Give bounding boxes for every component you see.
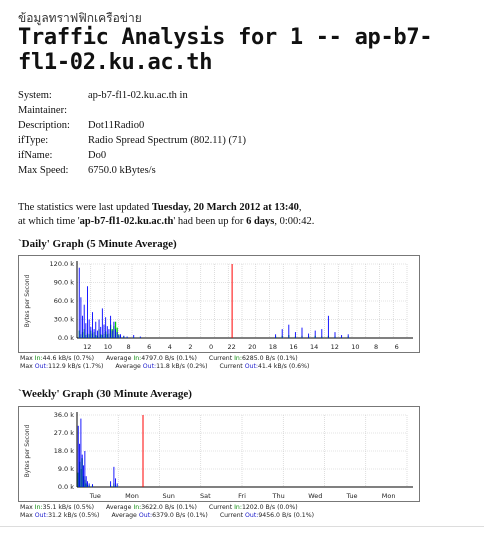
info-key: Description: [18,120,70,131]
daily-ytick: 120.0 k [50,260,75,268]
daily-xtick: 6 [147,343,151,351]
footer-divider [0,526,484,527]
daily-xtick: 10 [104,343,112,351]
info-key: Maintainer: [18,105,67,116]
daily-ytick: 0.0 k [58,334,74,342]
daily-ytick: 60.0 k [54,297,75,305]
info-row: System: ap-b7-fl1-02.ku.ac.th in [18,90,246,105]
daily-xtick: 14 [310,343,318,351]
weekly-graph-heading: `Weekly' Graph (30 Minute Average) [18,388,192,400]
weekly-xtick: Sun [162,492,174,500]
daily-graph: Bytes per Second 120.0 k 90.0 k 60.0 k 30.0 … [18,255,420,353]
info-row: Description: Dot11Radio0 [18,120,246,135]
daily-stats-out: Max Out:112.9 kB/s (1.7%) Average Out:11… [20,363,310,370]
last-updated-text: The statistics were last updated Tuesday… [18,201,478,229]
daily-xtick: 20 [248,343,256,351]
weekly-ytick: 18.0 k [54,447,75,455]
info-row: ifName: Do0 [18,150,246,165]
info-value: ap-b7-fl1-02.ku.ac.th in [88,90,188,101]
weekly-xtick: Mon [125,492,139,500]
info-key: ifName: [18,150,53,161]
weekly-stats-out: Max Out:31.2 kB/s (0.5%) Average Out:637… [20,512,315,519]
daily-ytick: 90.0 k [54,279,75,287]
daily-xtick: 6 [395,343,399,351]
daily-xtick: 2 [188,343,192,351]
daily-xtick: 0 [209,343,213,351]
updated-comma: , [298,202,302,213]
updated-host: ap-b7-fl1-02.ku.ac.th [79,216,174,227]
updated-uptime: 6 days [246,216,275,227]
weekly-xtick: Tue [345,492,357,500]
info-row: Max Speed: 6750.0 kBytes/s [18,165,246,180]
updated-line2-middle: ' had been up for [173,216,247,227]
updated-datetime: Tuesday, 20 March 2012 at 13:40 [151,202,299,213]
daily-xtick: 8 [374,343,378,351]
info-key: Max Speed: [18,165,69,176]
weekly-xtick: Wed [308,492,322,500]
updated-line2-suffix: , 0:00:42. [274,216,315,227]
info-value: Do0 [88,150,107,161]
info-value: Radio Spread Spectrum (802.11) (71) [88,135,246,146]
site-header-thai: ข้อมูลทราฟฟิกเครือข่าย [18,11,142,25]
weekly-xtick: Mon [382,492,396,500]
weekly-xtick: Sat [200,492,211,500]
weekly-xtick: Thu [272,492,285,500]
daily-xtick: 4 [168,343,172,351]
weekly-xtick: Fri [238,492,246,500]
daily-xtick: 8 [126,343,130,351]
info-key: ifType: [18,135,49,146]
weekly-ytick: 9.0 k [58,465,74,473]
info-value [88,105,246,120]
daily-stats-in: Max In:44.6 kB/s (0.7%) Average In:4797.… [20,355,298,362]
daily-xtick: 22 [228,343,236,351]
weekly-graph-svg: Bytes per Second 36.0 k 27.0 k 18.0 k 9.0 k 0… [24,411,413,500]
updated-prefix: The statistics were last updated [18,202,152,213]
daily-xtick: 12 [331,343,339,351]
updated-line2-prefix: at which time ' [18,216,80,227]
info-value: Dot11Radio0 [88,120,145,131]
page-title: Traffic Analysis for 1 -- ap-b7-fl1-02.k… [18,25,433,75]
info-key: System: [18,90,52,101]
daily-xtick: 16 [289,343,297,351]
interface-info-table: System: ap-b7-fl1-02.ku.ac.th in Maintaine… [18,90,246,180]
weekly-ytick: 27.0 k [54,429,75,437]
weekly-ylabel: Bytes per Second [24,424,31,477]
weekly-graph: Bytes per Second 36.0 k 27.0 k 18.0 k 9.0 k 0… [18,406,420,502]
daily-xtick: 12 [83,343,91,351]
daily-graph-heading: `Daily' Graph (5 Minute Average) [18,238,177,250]
daily-xtick: 10 [351,343,359,351]
info-row: ifType: Radio Spread Spectrum (802.11) (7… [18,135,246,150]
weekly-ytick: 36.0 k [54,411,75,419]
daily-ytick: 30.0 k [54,316,75,324]
daily-ylabel: Bytes per Second [24,274,31,327]
weekly-xtick: Tue [89,492,101,500]
weekly-ytick: 0.0 k [58,483,74,491]
info-row: Maintainer: [18,105,246,120]
daily-xtick: 18 [269,343,277,351]
info-value: 6750.0 kBytes/s [88,165,156,176]
weekly-stats-in: Max In:35.1 kB/s (0.5%) Average In:3622.… [20,504,298,511]
